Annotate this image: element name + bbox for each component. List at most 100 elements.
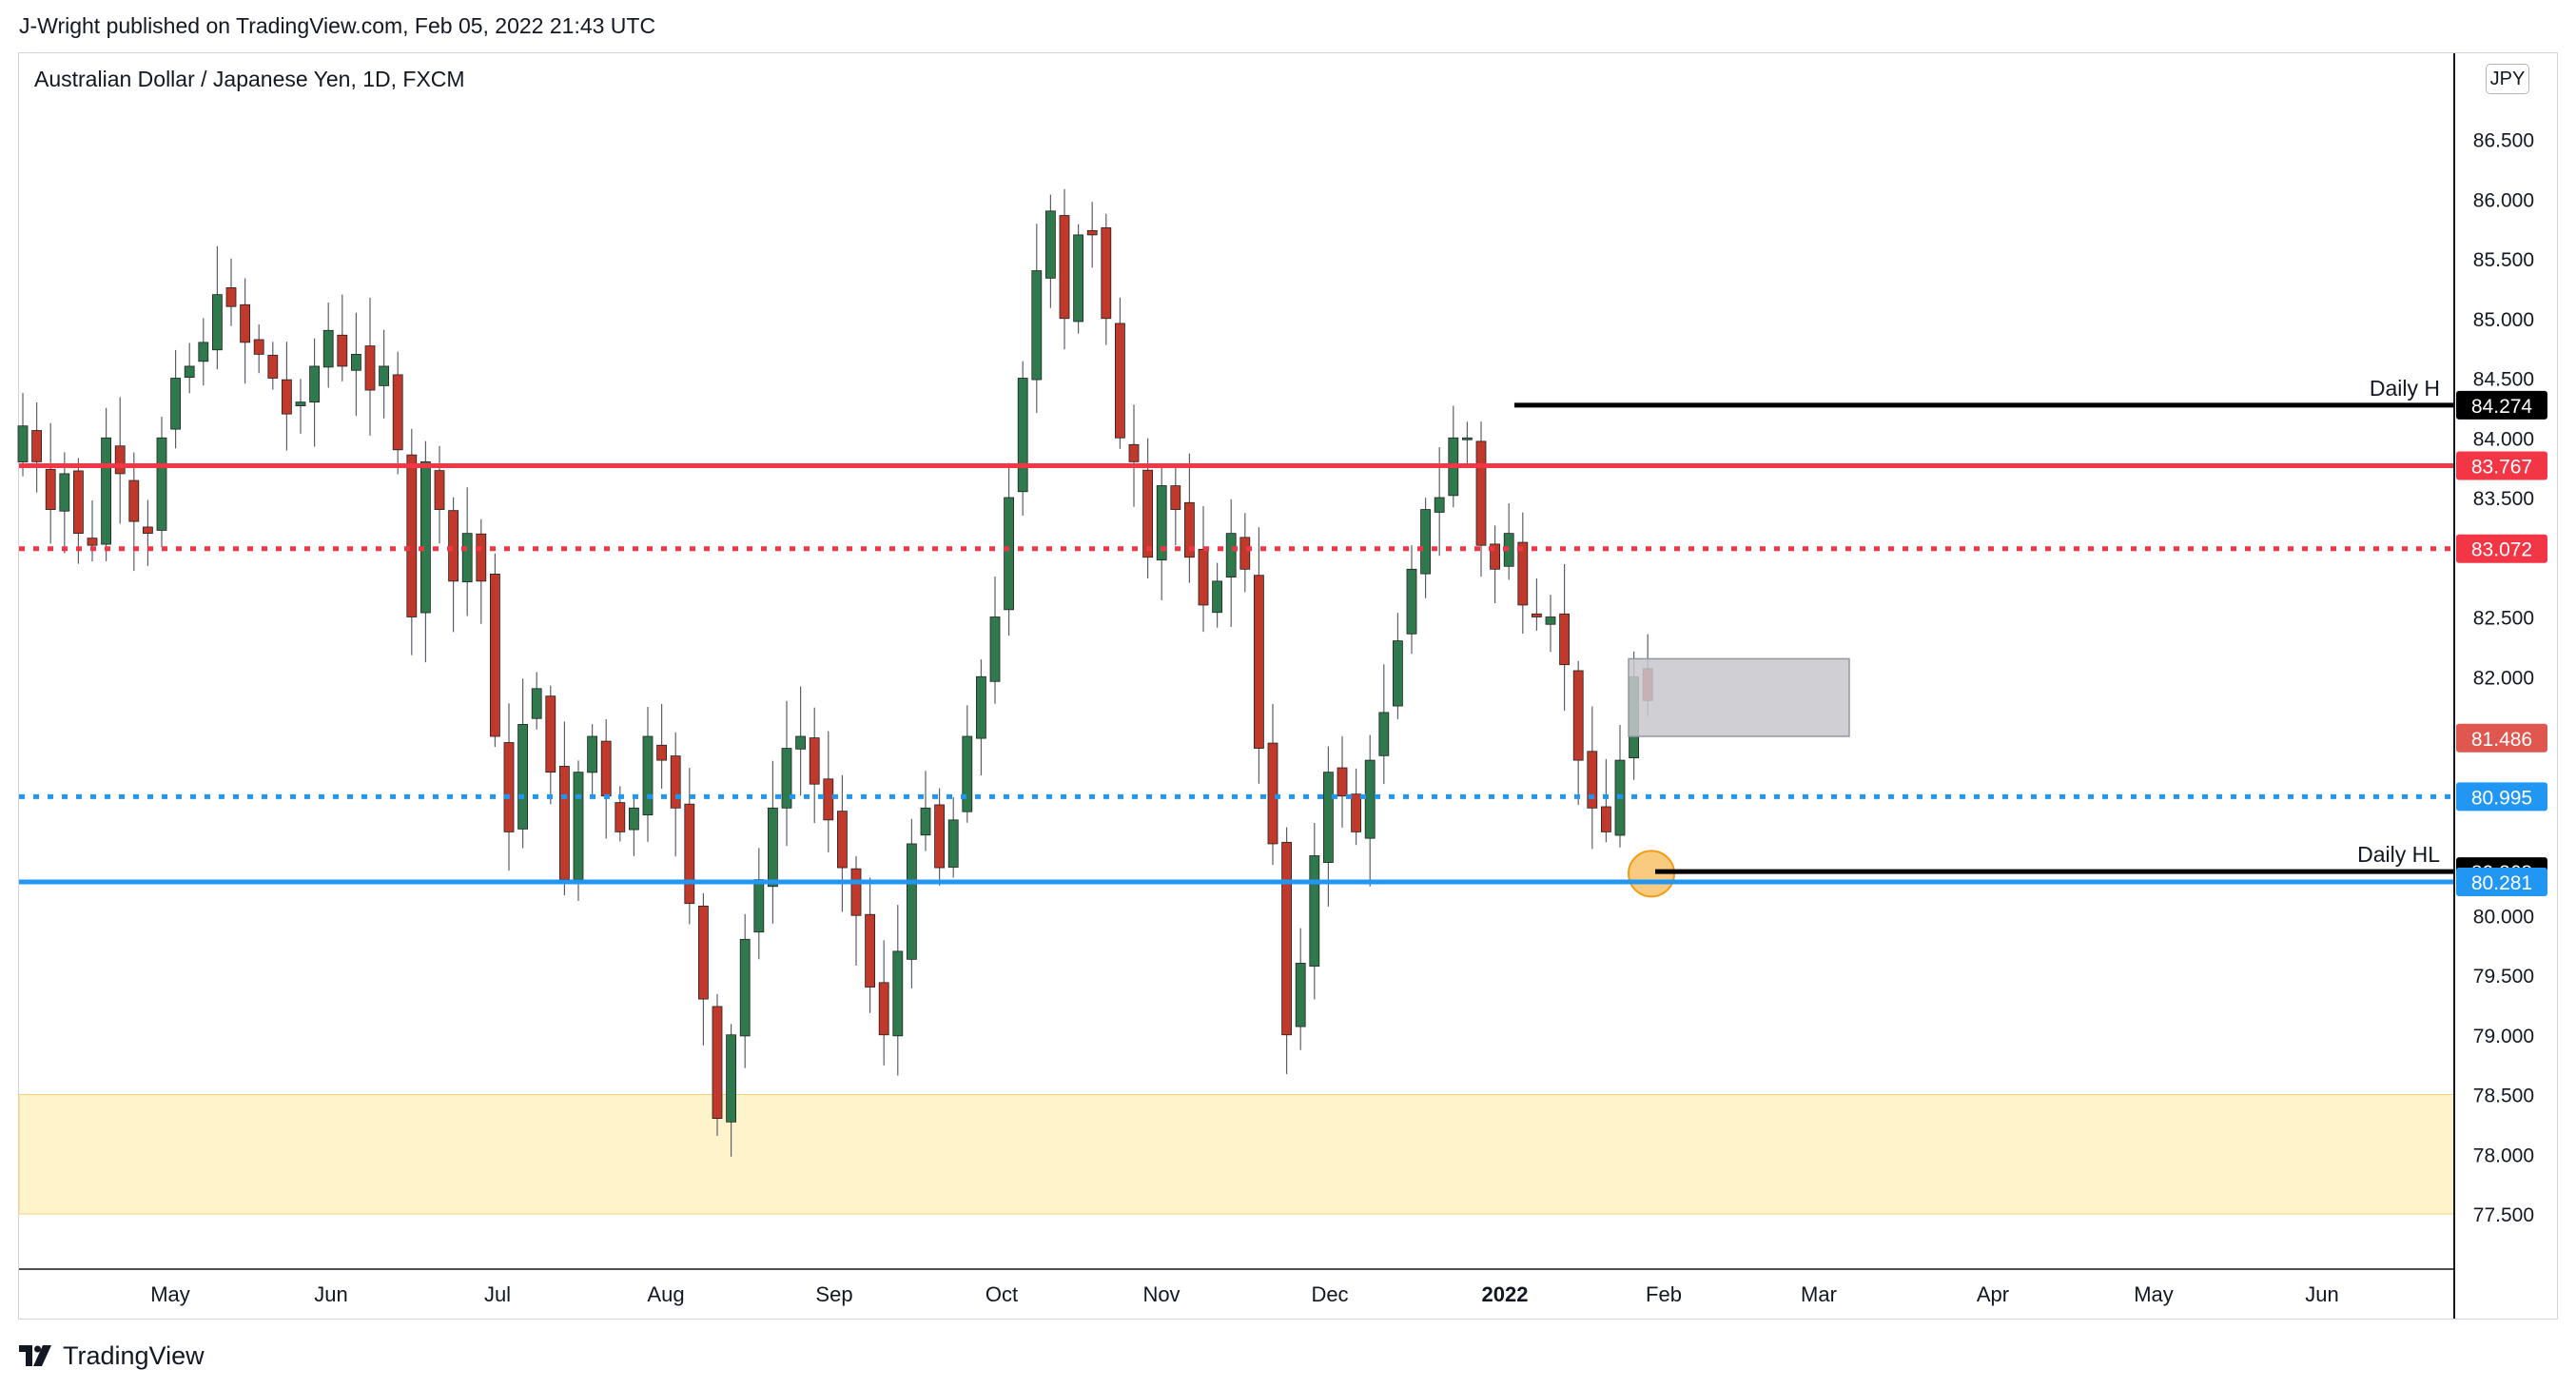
candle-up bbox=[156, 437, 167, 531]
candle-up bbox=[976, 675, 986, 739]
candle-down bbox=[45, 468, 56, 510]
candle-down bbox=[1115, 323, 1125, 439]
candle-down bbox=[1170, 485, 1181, 510]
candle-down bbox=[267, 354, 279, 379]
x-tick-label: Dec bbox=[1311, 1282, 1348, 1306]
price-label-badge bbox=[2456, 723, 2547, 753]
candle-down bbox=[1572, 670, 1584, 761]
candle-up bbox=[947, 819, 959, 868]
candle-up bbox=[753, 879, 765, 933]
candle-down bbox=[31, 430, 42, 462]
candle-down bbox=[670, 755, 681, 809]
price-label: 83.767 bbox=[2471, 456, 2532, 478]
candle-up bbox=[795, 735, 806, 750]
candle-down bbox=[684, 803, 695, 905]
candle-down bbox=[698, 905, 709, 1000]
candle-down bbox=[87, 538, 98, 546]
candle-down bbox=[1475, 440, 1487, 546]
y-tick-label: 84.000 bbox=[2473, 428, 2534, 450]
candle-down bbox=[1184, 501, 1195, 558]
price-label-badge bbox=[2456, 867, 2547, 896]
candle-down bbox=[1198, 548, 1209, 606]
candle-up bbox=[629, 807, 639, 831]
candle-down bbox=[559, 766, 570, 881]
candle-up bbox=[211, 294, 223, 351]
tradingview-logo[interactable]: TradingView bbox=[19, 1340, 205, 1372]
candle-down bbox=[1559, 613, 1570, 666]
tradingview-logo-icon bbox=[19, 1345, 51, 1366]
y-tick-label: 85.000 bbox=[2473, 309, 2534, 331]
demand-zone[interactable] bbox=[18, 1094, 2455, 1215]
candle-up bbox=[379, 365, 390, 386]
candle-down bbox=[600, 740, 612, 797]
candle-up bbox=[322, 329, 334, 368]
candle-down bbox=[448, 510, 459, 582]
candle-up bbox=[59, 473, 70, 512]
candle-down bbox=[1532, 613, 1542, 617]
candle-up bbox=[517, 724, 528, 830]
x-tick-label: Apr bbox=[1977, 1282, 2009, 1306]
candle-up bbox=[989, 616, 1001, 682]
x-tick-label: Sep bbox=[815, 1282, 852, 1306]
candle-down bbox=[1587, 751, 1598, 809]
symbol-title[interactable]: Australian Dollar / Japanese Yen, 1D, FX… bbox=[34, 67, 465, 91]
candle-up bbox=[309, 365, 321, 403]
candle-up bbox=[17, 425, 29, 462]
candle-up bbox=[1393, 640, 1403, 707]
price-label: 80.281 bbox=[2471, 872, 2532, 894]
candle-down bbox=[490, 573, 500, 737]
candle-down bbox=[934, 804, 945, 869]
candle-up bbox=[739, 938, 751, 1037]
candle-down bbox=[476, 533, 487, 582]
x-tick-label: Jul bbox=[484, 1282, 511, 1306]
candle-down bbox=[142, 526, 153, 535]
candle-up bbox=[1462, 437, 1473, 440]
candle-down bbox=[865, 913, 875, 988]
y-tick-label: 86.000 bbox=[2473, 189, 2534, 211]
candle-down bbox=[1517, 541, 1529, 606]
candle-down bbox=[281, 379, 292, 415]
candle-up bbox=[781, 748, 792, 809]
candle-down bbox=[1351, 793, 1361, 832]
candle-up bbox=[1031, 270, 1043, 381]
candle-up bbox=[1309, 855, 1320, 967]
y-tick-label: 84.500 bbox=[2473, 369, 2534, 391]
level-text: Daily HL bbox=[2357, 842, 2440, 867]
x-tick-label: Jun bbox=[314, 1282, 347, 1306]
candle-up bbox=[1073, 234, 1083, 323]
candle-up bbox=[1004, 497, 1014, 611]
candle-up bbox=[962, 735, 973, 812]
candle-down bbox=[656, 744, 667, 761]
y-tick-label: 78.000 bbox=[2473, 1144, 2534, 1166]
candle-up bbox=[1045, 210, 1056, 279]
candle-up bbox=[184, 365, 195, 379]
candle-down bbox=[503, 742, 515, 832]
candle-up bbox=[1225, 533, 1237, 578]
candle-down bbox=[545, 695, 556, 773]
candle-down bbox=[1337, 767, 1348, 797]
y-tick-label: 77.500 bbox=[2473, 1204, 2534, 1226]
consolidation-box[interactable] bbox=[1628, 657, 1850, 737]
x-tick-label: 2022 bbox=[1482, 1282, 1529, 1306]
candle-up bbox=[1420, 509, 1431, 575]
y-tick-label: 82.000 bbox=[2473, 667, 2534, 689]
candle-up bbox=[1545, 616, 1556, 625]
candle-down bbox=[1101, 226, 1112, 320]
candle-up bbox=[892, 950, 904, 1037]
x-tick-label: Nov bbox=[1142, 1282, 1180, 1306]
candle-up bbox=[920, 807, 931, 836]
level-text: Daily H bbox=[2370, 376, 2440, 401]
candle-up bbox=[768, 807, 778, 888]
candle-up bbox=[198, 342, 209, 362]
candle-up bbox=[1378, 712, 1390, 756]
candle-down bbox=[615, 802, 626, 832]
currency-badge[interactable]: JPY bbox=[2486, 64, 2529, 94]
candle-up bbox=[295, 401, 306, 406]
candle-down bbox=[1281, 841, 1292, 1036]
publisher-line: J-Wright published on TradingView.com, F… bbox=[19, 13, 656, 38]
candle-down bbox=[225, 287, 237, 307]
candle-up bbox=[573, 772, 584, 881]
candle-down bbox=[850, 868, 862, 916]
price-label: 81.486 bbox=[2471, 729, 2532, 751]
